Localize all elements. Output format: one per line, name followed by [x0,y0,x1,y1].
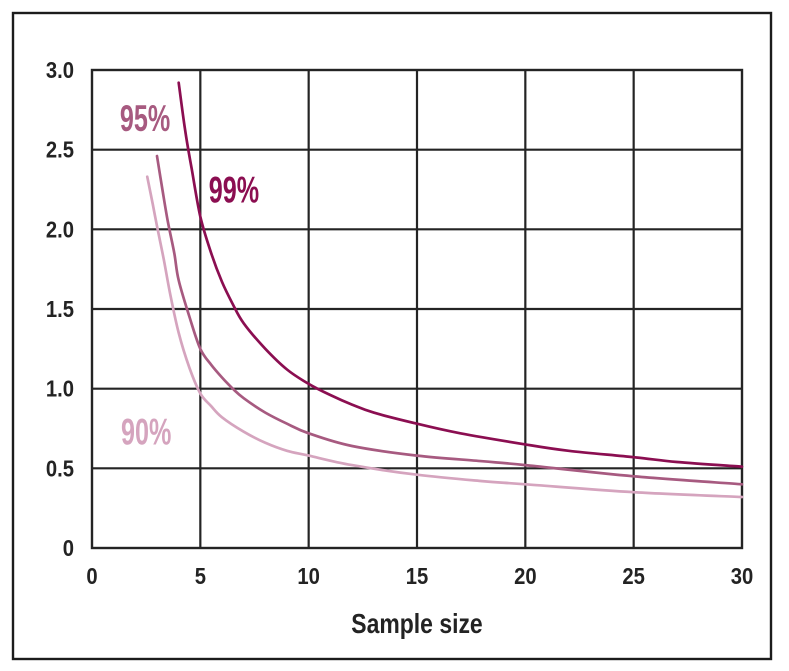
curve-99% [177,81,744,469]
y-tick-label-2.5: 2.5 [46,136,74,163]
curve-label-99%: 99% [209,169,259,211]
curve-90% [145,175,744,499]
curve-label-90%: 90% [121,411,171,453]
x-axis-title: Sample size [351,609,482,640]
y-tick-label-2: 2.0 [46,216,74,243]
x-tick-label-0: 0 [86,563,97,590]
y-tick-label-1: 1.0 [46,375,74,402]
plot-box [90,68,744,550]
x-tick-label-30: 30 [731,563,754,590]
y-tick-label-0: 0 [63,535,74,562]
x-tick-label-5: 5 [195,563,206,590]
curve-label-95%: 95% [120,97,170,139]
x-tick-label-25: 25 [622,563,645,590]
x-tick-label-10: 10 [297,563,320,590]
x-tick-label-15: 15 [406,563,429,590]
y-tick-label-1.5: 1.5 [46,296,74,323]
y-tick-label-0.5: 0.5 [46,455,74,482]
y-tick-label-3: 3.0 [46,57,74,84]
figure-border [11,11,773,661]
curve-95% [155,154,744,486]
x-tick-label-20: 20 [514,563,537,590]
